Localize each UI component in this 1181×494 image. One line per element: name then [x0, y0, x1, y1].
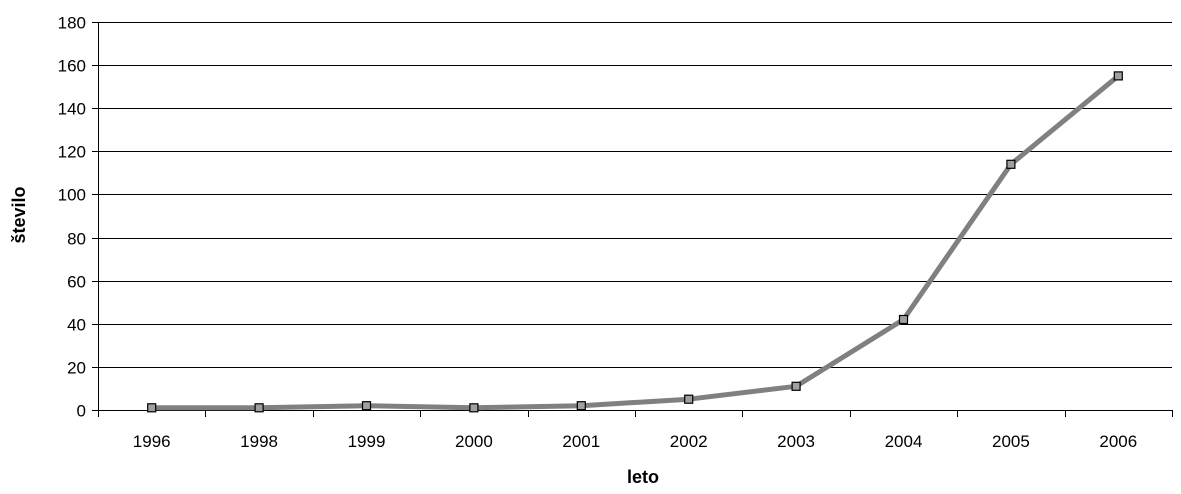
data-point-marker	[1113, 71, 1123, 81]
x-tick-label: 1996	[133, 432, 171, 451]
data-point-marker	[469, 403, 479, 413]
x-tick-labels: 1996 1998 1999 2000 2001 2002 2003 2004 2005 2006	[133, 432, 1137, 451]
series	[147, 71, 1123, 413]
x-axis-title: leto	[627, 467, 659, 487]
x-tick-label: 2006	[1099, 432, 1137, 451]
y-tick-label: 140	[58, 100, 86, 119]
x-tick-label: 1998	[240, 432, 278, 451]
y-tick-label: 60	[67, 273, 86, 292]
x-tick-label: 2005	[992, 432, 1030, 451]
y-tick-label: 160	[58, 57, 86, 76]
data-point-marker	[361, 401, 372, 411]
data-point-marker	[898, 314, 909, 325]
y-axis-title: število	[9, 186, 29, 243]
x-tick-label: 2002	[670, 432, 708, 451]
data-point-marker	[254, 403, 264, 413]
gridlines	[98, 22, 1172, 368]
data-point-marker	[147, 403, 157, 413]
data-point-marker	[684, 394, 694, 404]
y-tick-label: 20	[67, 359, 86, 378]
y-tick-label: 40	[67, 316, 86, 335]
x-tick-label: 2003	[777, 432, 815, 451]
y-tick-label: 180	[58, 14, 86, 33]
axes	[92, 22, 1173, 417]
data-point-marker	[576, 401, 586, 411]
y-tick-labels: 0 20 40 60 80 100 120 140 160 180	[58, 14, 86, 421]
x-tick-label: 2004	[885, 432, 923, 451]
x-tick-label: 2000	[455, 432, 493, 451]
data-point-marker	[791, 381, 801, 391]
y-tick-label: 0	[77, 402, 86, 421]
x-tick-label: 2001	[562, 432, 600, 451]
y-tick-label: 120	[58, 143, 86, 162]
y-tick-label: 100	[58, 186, 86, 205]
data-point-marker	[1006, 159, 1016, 169]
x-tick-label: 1999	[348, 432, 386, 451]
series-line	[151, 73, 1120, 411]
y-tick-label: 80	[67, 230, 86, 249]
